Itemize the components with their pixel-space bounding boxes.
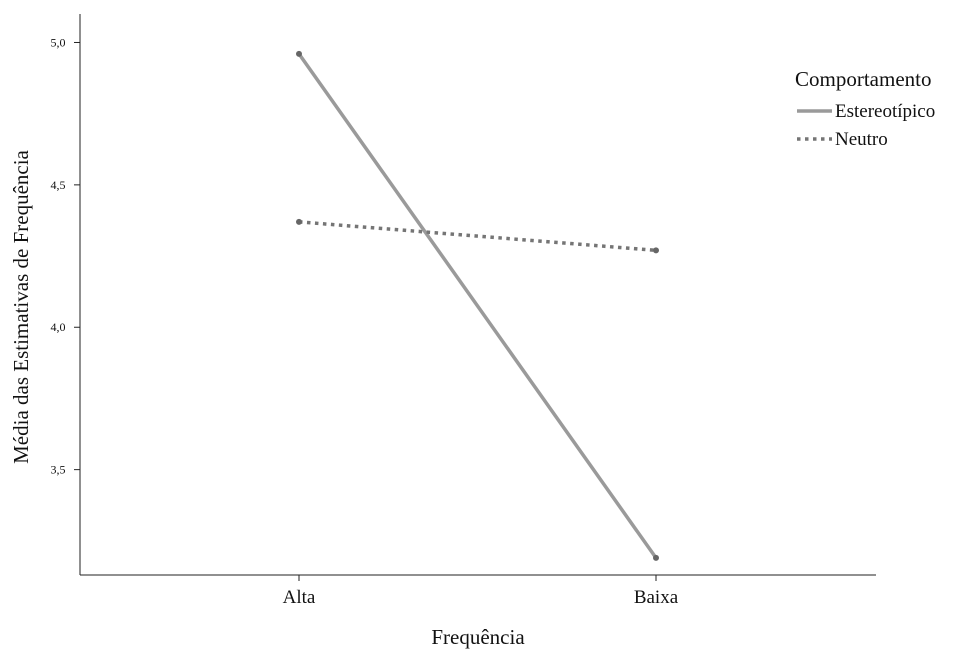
legend-label-neutro: Neutro: [835, 129, 888, 150]
x-tick-group: Alta Baixa: [283, 575, 679, 608]
legend-title: Comportamento: [795, 67, 931, 91]
series-layer: [296, 50, 659, 561]
y-tick-label: 5,0: [51, 35, 66, 49]
series-line-estereotipico: [297, 52, 658, 559]
chart-axes: [79, 14, 876, 576]
legend: Comportamento Estereotípico Neutro: [795, 67, 935, 150]
data-point: [296, 50, 302, 57]
data-point: [296, 218, 302, 225]
y-tick-label: 4,0: [51, 320, 66, 334]
y-tick-label: 3,5: [51, 463, 66, 477]
x-tick-label: Baixa: [634, 587, 679, 608]
data-point: [653, 554, 659, 561]
legend-label-estereotipico: Estereotípico: [835, 101, 935, 122]
x-axis-title: Frequência: [431, 625, 525, 649]
y-axis-title: Média das Estimativas de Frequência: [9, 149, 33, 463]
y-tick-label: 4,5: [51, 178, 66, 192]
y-tick-group: 3,5 4,0 4,5 5,0: [51, 35, 80, 477]
series-line-neutro: [298, 220, 657, 253]
data-point: [653, 247, 659, 254]
x-tick-label: Alta: [283, 587, 316, 608]
